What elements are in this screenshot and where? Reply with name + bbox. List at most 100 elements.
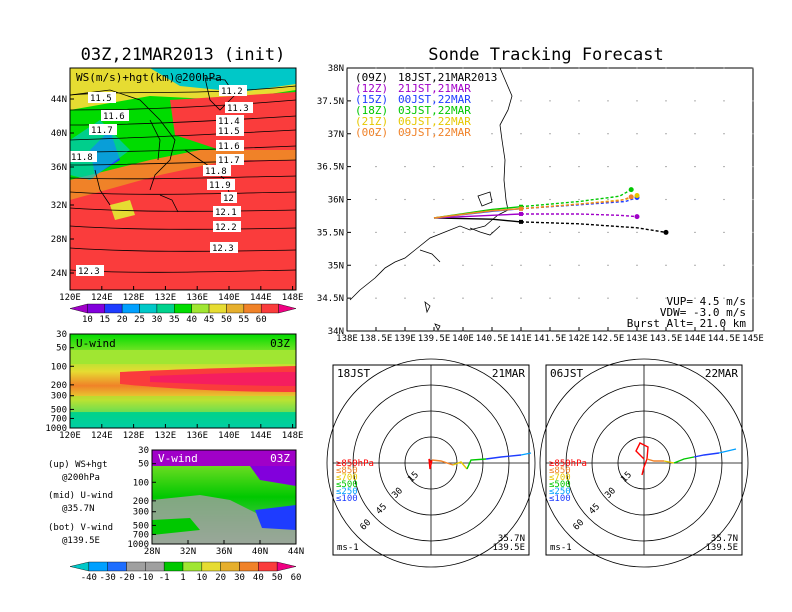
grid-dot bbox=[665, 264, 667, 266]
colorbar-tick-label: 20 bbox=[215, 573, 226, 583]
colorbar-tick-label: 35 bbox=[169, 315, 180, 325]
grid-dot bbox=[462, 166, 464, 168]
track-lon-tick-label: 138.5E bbox=[360, 334, 393, 344]
grid-dot bbox=[607, 231, 609, 233]
grid-dot bbox=[549, 133, 551, 135]
grid-dot bbox=[491, 67, 493, 69]
hodo-level-label: ≤250 bbox=[549, 487, 571, 497]
grid-dot bbox=[549, 198, 551, 201]
contour-label-box bbox=[207, 179, 235, 190]
note-up2: @200hPa bbox=[62, 473, 100, 483]
contour-label-box bbox=[225, 102, 253, 113]
v-wind-title: V-wind bbox=[158, 452, 198, 465]
colorbar-tick-label: -20 bbox=[118, 573, 134, 583]
grid-dot bbox=[433, 297, 435, 299]
hodo-level-label: ≥850hPa bbox=[336, 459, 374, 469]
grid-dot bbox=[578, 297, 580, 299]
grid-dot bbox=[694, 231, 696, 233]
grid-dot bbox=[549, 264, 551, 266]
grid-dot bbox=[636, 100, 638, 102]
map-lat-ticks: 44N 40N 36N 32N 28N 24N bbox=[51, 95, 74, 279]
grid-dot bbox=[694, 264, 696, 266]
map-lon-tick-label: 124E bbox=[91, 293, 113, 303]
grid-dot bbox=[404, 264, 406, 266]
grid-dot bbox=[636, 297, 638, 299]
grid-dot bbox=[752, 198, 754, 201]
track-lines bbox=[433, 187, 669, 235]
pressure-tick-label: 700 bbox=[133, 530, 149, 540]
grid-dot bbox=[462, 67, 464, 69]
grid-dot bbox=[520, 100, 522, 102]
colorbar-swatch bbox=[191, 303, 210, 314]
contour-label: 11.2 bbox=[221, 87, 243, 97]
grid-dot bbox=[723, 133, 725, 135]
grid-dot bbox=[520, 264, 522, 266]
grid-dot bbox=[694, 133, 696, 135]
map-lat-tick-label: 36N bbox=[51, 163, 67, 173]
burst-marker bbox=[519, 206, 523, 211]
v-lat-ticks: 28N 32N 36N 40N 44N bbox=[144, 540, 304, 557]
u-lon-tick-label: 132E bbox=[155, 431, 177, 441]
u-lon-tick-label: 140E bbox=[218, 431, 240, 441]
grid-dot bbox=[607, 133, 609, 135]
map-lon-tick-label: 136E bbox=[186, 293, 208, 303]
right-title: Sonde Tracking Forecast bbox=[428, 45, 663, 65]
colorbar-swatch bbox=[243, 303, 262, 314]
contour-label: 11.5 bbox=[218, 127, 240, 137]
hodo-lon: 139.5E bbox=[492, 543, 525, 553]
note-bot2: @139.5E bbox=[62, 536, 100, 546]
legend-utc: (12Z) bbox=[355, 82, 388, 95]
grid-dot bbox=[636, 133, 638, 135]
grid-dot bbox=[636, 231, 638, 233]
grid-dot bbox=[375, 297, 377, 299]
hodograph-trace bbox=[663, 460, 675, 464]
track-lon-tick-label: 143E bbox=[626, 334, 648, 344]
map-frame bbox=[69, 67, 297, 291]
colorbar-tick-label: -1 bbox=[159, 573, 170, 583]
v-lat-tick-label: 36N bbox=[216, 547, 232, 557]
track-lat-tick-label: 35N bbox=[328, 261, 344, 271]
hodograph-trace bbox=[485, 454, 522, 460]
legend-jst: 03JST,22MAR bbox=[398, 104, 471, 117]
grid-dot bbox=[520, 231, 522, 233]
contour-label-box bbox=[88, 92, 116, 103]
colorbar-swatch bbox=[220, 561, 240, 572]
map-lon-tick-label: 144E bbox=[250, 293, 272, 303]
colorbar-swatch bbox=[258, 561, 278, 572]
landing-point bbox=[663, 229, 669, 235]
grid-dot bbox=[752, 67, 754, 69]
v-wind-time: 03Z bbox=[270, 452, 290, 465]
sonde-params: VUP= 4.5 m/s VDW= -3.0 m/s Burst Alt= 21… bbox=[627, 295, 747, 330]
contour-label: 11.5 bbox=[90, 94, 112, 104]
track-lat-tick-label: 36.5N bbox=[317, 163, 344, 173]
grid-dot bbox=[433, 166, 435, 168]
ws-colorbar: 10 15 20 25 30 35 40 45 50 55 60 bbox=[69, 303, 297, 325]
colorbar-tick-label: 50 bbox=[272, 573, 283, 583]
note-mid: (mid) U-wind bbox=[48, 491, 113, 501]
grid-dot bbox=[404, 231, 406, 233]
track-lat-tick-label: 37.5N bbox=[317, 97, 344, 107]
landing-point bbox=[628, 187, 634, 193]
v-lat-tick-label: 40N bbox=[252, 547, 268, 557]
hodo-date: 22MAR bbox=[705, 367, 738, 380]
map-label: WS(m/s)+hgt(km)@200hPa bbox=[76, 71, 222, 84]
grid-dot bbox=[520, 67, 522, 69]
hodo-unit: ms-1 bbox=[550, 543, 572, 553]
grid-dot bbox=[462, 133, 464, 135]
left-title: 03Z,21MAR2013 (init) bbox=[81, 45, 286, 65]
track-descent-line bbox=[520, 188, 632, 208]
grid-dot bbox=[462, 198, 464, 201]
landing-point bbox=[634, 214, 640, 220]
grid-dot bbox=[636, 67, 638, 69]
speed-ring bbox=[326, 358, 536, 568]
grid-dot bbox=[752, 100, 754, 102]
track-lat-tick-label: 35.5N bbox=[317, 228, 344, 238]
contour-label: 11.3 bbox=[227, 104, 249, 114]
contour-label-box bbox=[69, 151, 97, 162]
contour-label-box bbox=[213, 221, 241, 232]
contour-label: 11.8 bbox=[71, 153, 93, 163]
colorbar-tick-label: 60 bbox=[256, 315, 267, 325]
contour-label: 12.3 bbox=[212, 244, 234, 254]
